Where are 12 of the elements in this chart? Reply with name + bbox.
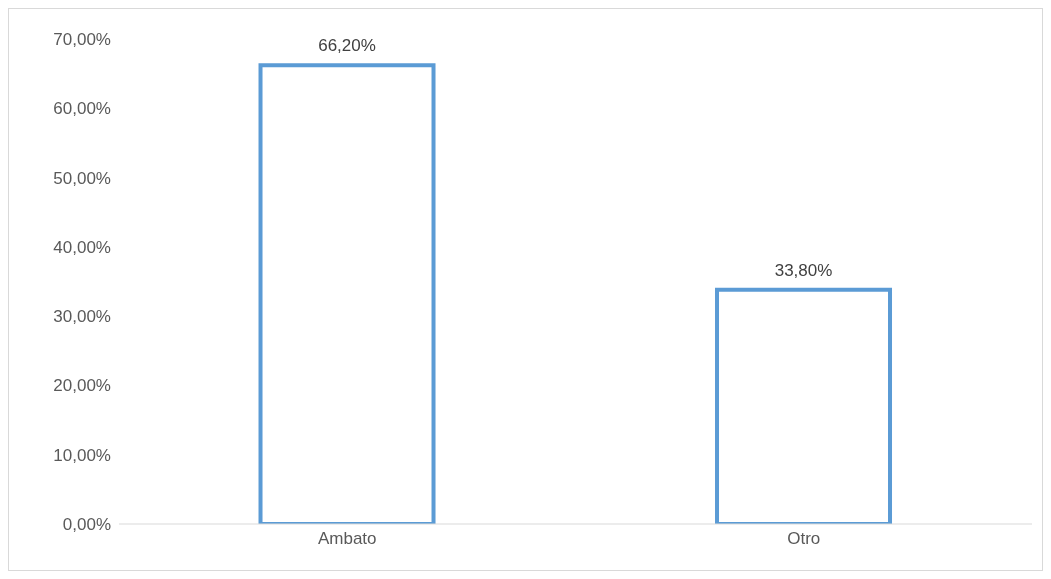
y-tick-label: 70,00% bbox=[53, 30, 111, 50]
y-tick-label: 30,00% bbox=[53, 307, 111, 327]
x-tick-label: Otro bbox=[787, 529, 821, 549]
y-tick-label: 60,00% bbox=[53, 99, 111, 119]
y-tick-label: 10,00% bbox=[53, 445, 111, 465]
y-tick-label: 50,00% bbox=[53, 168, 111, 188]
x-tick-label: Ambato bbox=[317, 529, 377, 549]
y-tick-label: 40,00% bbox=[53, 237, 111, 257]
data-label: 66,20% bbox=[318, 36, 376, 56]
data-label: 33,80% bbox=[774, 260, 833, 280]
y-tick-label: 20,00% bbox=[53, 376, 111, 396]
y-tick-label: 0,00% bbox=[62, 515, 111, 535]
